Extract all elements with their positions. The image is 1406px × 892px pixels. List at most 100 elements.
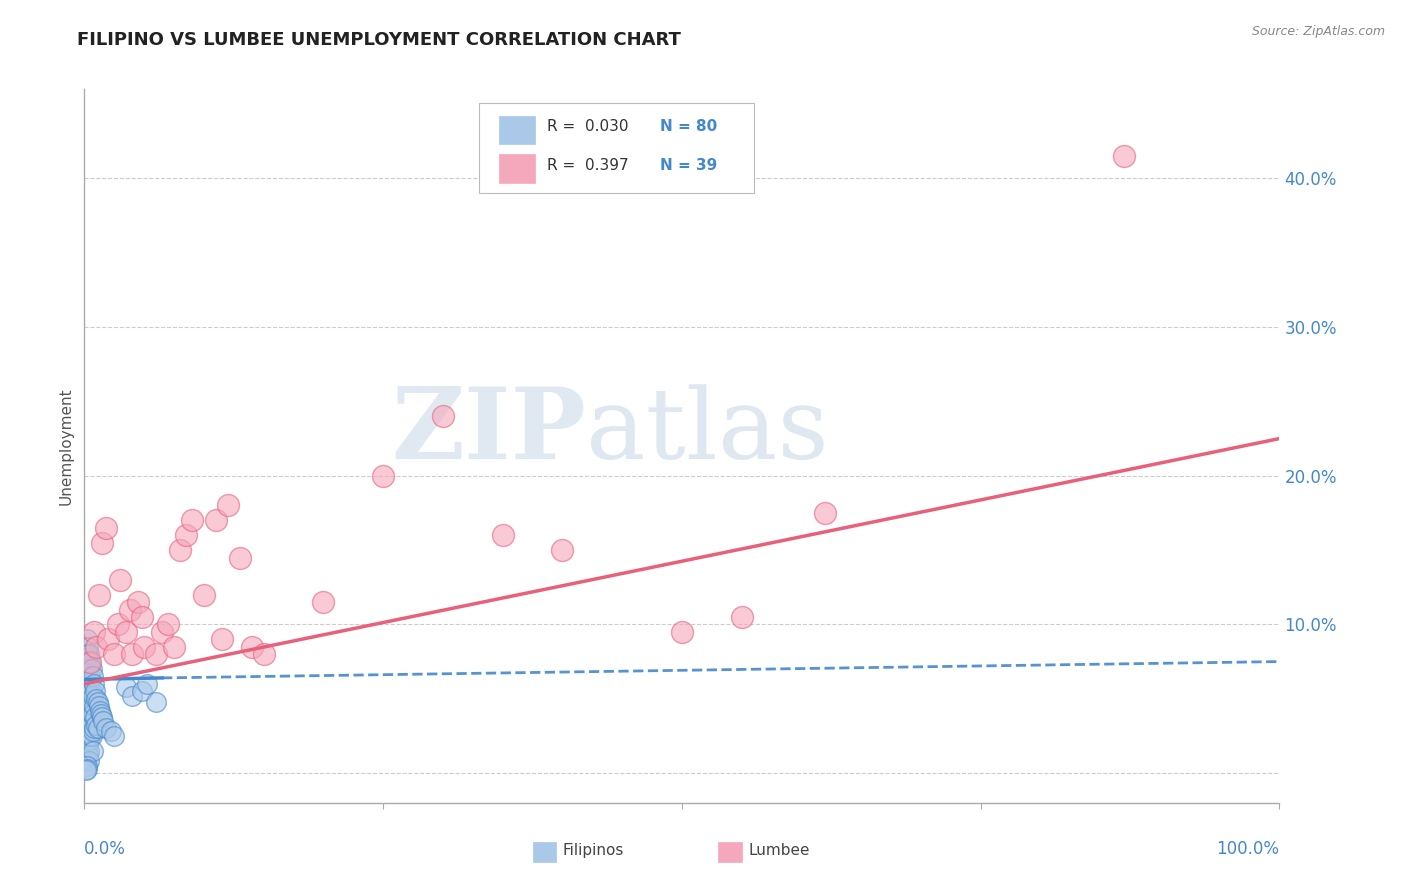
Point	[89, 704, 111, 718]
Point	[75, 722, 97, 736]
Point	[91, 535, 114, 549]
Point	[77, 704, 100, 718]
Text: 0.0%: 0.0%	[84, 840, 127, 858]
Point	[174, 528, 197, 542]
Point	[132, 640, 156, 654]
Text: ZIP: ZIP	[391, 384, 586, 480]
Point	[77, 744, 100, 758]
Point	[135, 677, 157, 691]
Point	[87, 588, 110, 602]
Point	[76, 729, 98, 743]
Point	[193, 588, 215, 602]
Point	[77, 722, 100, 736]
Point	[76, 744, 98, 758]
Point	[94, 722, 117, 736]
Point	[79, 684, 101, 698]
Point	[79, 714, 101, 728]
Point	[432, 409, 454, 424]
Point	[77, 647, 100, 661]
Text: 100.0%: 100.0%	[1216, 840, 1279, 858]
Point	[77, 754, 100, 768]
Point	[79, 655, 101, 669]
Point	[83, 722, 105, 736]
Point	[82, 689, 104, 703]
Point	[814, 506, 837, 520]
Point	[94, 521, 117, 535]
Point	[82, 724, 104, 739]
Point	[205, 513, 228, 527]
Point	[157, 617, 180, 632]
Point	[76, 647, 98, 661]
Point	[312, 595, 335, 609]
Point	[87, 699, 110, 714]
Point	[240, 640, 263, 654]
Point	[76, 714, 98, 728]
Point	[131, 610, 153, 624]
Point	[82, 706, 104, 721]
Point	[77, 662, 100, 676]
Point	[77, 677, 100, 691]
Point	[86, 691, 108, 706]
Point	[77, 714, 100, 728]
Point	[77, 695, 100, 709]
Point	[80, 684, 103, 698]
Point	[150, 624, 173, 639]
Text: FILIPINO VS LUMBEE UNEMPLOYMENT CORRELATION CHART: FILIPINO VS LUMBEE UNEMPLOYMENT CORRELAT…	[77, 31, 681, 49]
Point	[77, 748, 100, 763]
Bar	[533, 842, 557, 862]
Bar	[499, 154, 534, 183]
Point	[84, 684, 107, 698]
Point	[91, 709, 114, 723]
Point	[1114, 149, 1136, 163]
Point	[77, 669, 100, 683]
Point	[97, 632, 120, 647]
Text: R =  0.030: R = 0.030	[547, 119, 628, 134]
Point	[75, 763, 97, 777]
Point	[76, 699, 98, 714]
Point	[75, 691, 97, 706]
Point	[76, 758, 98, 772]
Point	[82, 744, 104, 758]
Bar	[499, 116, 534, 145]
Point	[86, 695, 108, 709]
Point	[80, 729, 103, 743]
Point	[77, 684, 100, 698]
Point	[86, 640, 108, 654]
Point	[145, 695, 167, 709]
Point	[80, 662, 103, 676]
Point	[90, 706, 112, 721]
Point	[93, 714, 115, 728]
Point	[76, 762, 98, 776]
Point	[79, 729, 101, 743]
Point	[163, 640, 186, 654]
Point	[121, 689, 143, 703]
Text: atlas: atlas	[586, 384, 830, 480]
Point	[118, 602, 141, 616]
Point	[77, 733, 100, 747]
Point	[121, 647, 143, 661]
Point	[75, 706, 97, 721]
Point	[100, 724, 122, 739]
Point	[75, 736, 97, 750]
Point	[77, 736, 100, 750]
Point	[110, 573, 132, 587]
Point	[86, 722, 108, 736]
Point	[492, 528, 515, 542]
Point	[77, 689, 100, 703]
Point	[76, 632, 98, 647]
Point	[103, 647, 125, 661]
Point	[76, 691, 98, 706]
Point	[127, 595, 149, 609]
Point	[115, 680, 138, 694]
Point	[76, 662, 98, 676]
Point	[79, 655, 101, 669]
Point	[77, 640, 100, 654]
Point	[211, 632, 233, 647]
Point	[75, 699, 97, 714]
Text: Filipinos: Filipinos	[562, 843, 624, 858]
Text: R =  0.397: R = 0.397	[547, 158, 628, 172]
Text: N = 39: N = 39	[661, 158, 717, 172]
FancyBboxPatch shape	[479, 103, 754, 193]
Point	[77, 655, 100, 669]
Point	[115, 624, 138, 639]
